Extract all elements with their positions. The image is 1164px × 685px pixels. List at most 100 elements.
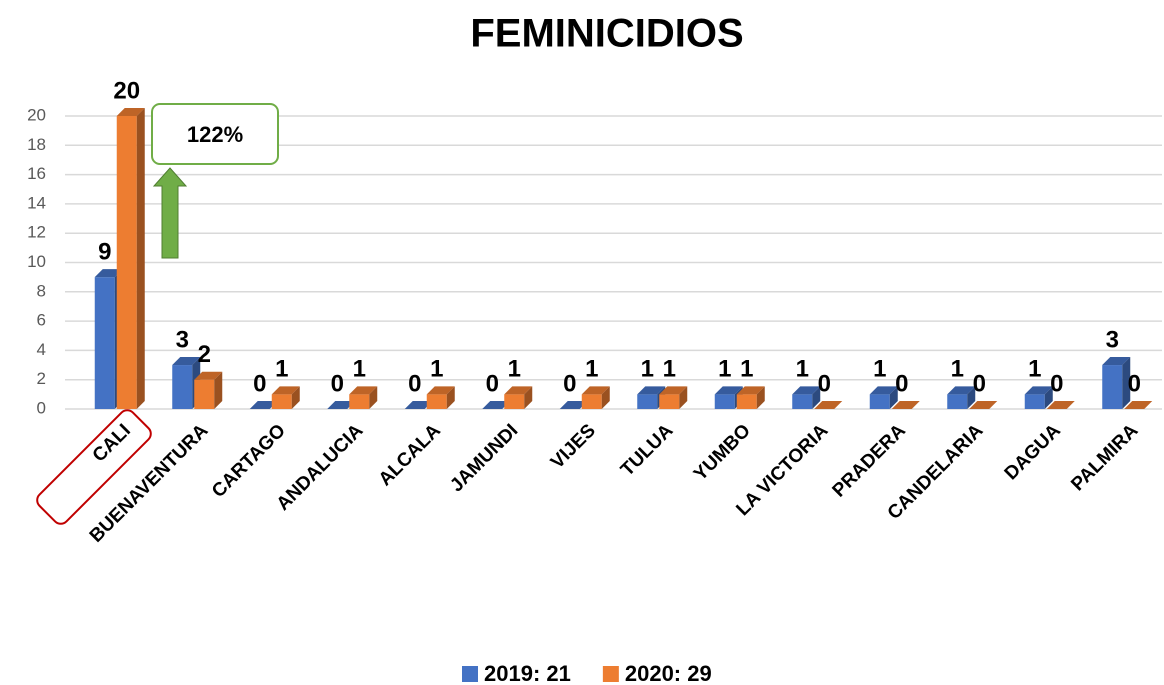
- bar-top: [792, 386, 821, 395]
- bar-side: [214, 371, 223, 409]
- value-label: 1: [353, 356, 366, 383]
- y-tick-label: 16: [27, 164, 46, 183]
- bar-top: [1124, 401, 1153, 409]
- value-label: 0: [1128, 370, 1141, 397]
- value-label: 1: [641, 356, 654, 383]
- bar-top: [637, 386, 666, 395]
- x-tick-label: VIJES: [547, 420, 600, 473]
- value-label: 0: [895, 370, 908, 397]
- x-tick-label: JAMUNDI: [446, 420, 522, 496]
- x-tick-label: DAGUA: [1001, 420, 1065, 484]
- x-tick-label: YUMBO: [690, 420, 755, 485]
- bar-side: [524, 386, 533, 409]
- x-tick-label: PALMIRA: [1067, 420, 1142, 495]
- y-tick-label: 12: [27, 223, 46, 242]
- bar: [637, 394, 658, 409]
- bar-side: [967, 386, 976, 409]
- value-label: 1: [718, 356, 731, 383]
- value-label: 0: [973, 370, 986, 397]
- bar-top: [736, 386, 765, 395]
- bar-side: [291, 386, 300, 409]
- x-tick-label: TULUA: [617, 420, 678, 481]
- value-label: 0: [563, 370, 576, 397]
- bar-side: [1044, 386, 1053, 409]
- bar: [736, 394, 757, 409]
- value-label: 0: [486, 370, 499, 397]
- bar: [271, 394, 292, 409]
- bar-top: [581, 386, 610, 395]
- bar-top: [559, 401, 588, 409]
- bar-top: [714, 386, 743, 395]
- value-label: 1: [585, 356, 598, 383]
- bar-side: [756, 386, 765, 409]
- value-label: 1: [663, 356, 676, 383]
- bar: [581, 394, 602, 409]
- value-label: 0: [408, 370, 421, 397]
- value-label: 20: [113, 77, 140, 104]
- bar-top: [249, 401, 278, 409]
- bar-side: [446, 386, 455, 409]
- value-label: 1: [873, 356, 886, 383]
- bar-top: [869, 386, 898, 395]
- bar-side: [889, 386, 898, 409]
- legend-swatch: [462, 666, 478, 682]
- value-label: 3: [1106, 326, 1119, 353]
- y-tick-label: 10: [27, 252, 46, 271]
- value-label: 0: [331, 370, 344, 397]
- arrow: [152, 167, 188, 259]
- bar-side: [136, 108, 145, 409]
- bar: [659, 394, 680, 409]
- bar-top: [969, 401, 998, 409]
- bar: [792, 394, 813, 409]
- legend-label: 2019: 21: [484, 661, 571, 685]
- bar-top: [1102, 357, 1131, 366]
- bar: [1024, 394, 1045, 409]
- bar-top: [271, 386, 300, 395]
- bar: [172, 365, 193, 409]
- legend-swatch: [602, 666, 619, 682]
- bar-top: [891, 401, 920, 409]
- highlight-box: [36, 409, 152, 525]
- value-label: 1: [740, 356, 753, 383]
- bar: [504, 394, 525, 409]
- value-label: 1: [508, 356, 521, 383]
- bar: [1102, 365, 1123, 409]
- value-label: 9: [98, 238, 111, 265]
- annotation: 122%: [187, 122, 243, 147]
- value-label: 1: [430, 356, 443, 383]
- bar-top: [504, 386, 533, 395]
- bar-top: [404, 401, 433, 409]
- bar-top: [814, 401, 843, 409]
- annotation-box: [151, 103, 279, 165]
- y-tick-label: 20: [27, 105, 46, 124]
- x-tick-label: ALCALA: [375, 420, 445, 490]
- bar-top: [1046, 401, 1075, 409]
- y-tick-label: 14: [27, 193, 46, 212]
- y-tick-label: 2: [37, 369, 46, 388]
- bar-side: [369, 386, 378, 409]
- bar-top: [116, 108, 145, 116]
- bar-top: [1024, 386, 1053, 395]
- bar-top: [94, 269, 123, 278]
- value-label: 1: [1028, 356, 1041, 383]
- legend: 2019: 21 2020: 29: [462, 661, 712, 685]
- x-tick-label: PRADERA: [829, 420, 910, 501]
- y-tick-label: 6: [37, 311, 46, 330]
- bar: [869, 394, 890, 409]
- value-label: 3: [176, 326, 189, 353]
- bar: [194, 379, 215, 409]
- value-label: 1: [275, 356, 288, 383]
- bar-side: [1122, 357, 1131, 409]
- bar-side: [812, 386, 821, 409]
- bar-top: [482, 401, 511, 409]
- bar-side: [679, 386, 688, 409]
- bar-side: [601, 386, 610, 409]
- bar: [714, 394, 735, 409]
- bar-top: [426, 386, 455, 395]
- bar-top: [659, 386, 688, 395]
- value-label: 2: [198, 341, 211, 368]
- bar-top: [172, 357, 201, 366]
- value-label: 0: [1050, 370, 1063, 397]
